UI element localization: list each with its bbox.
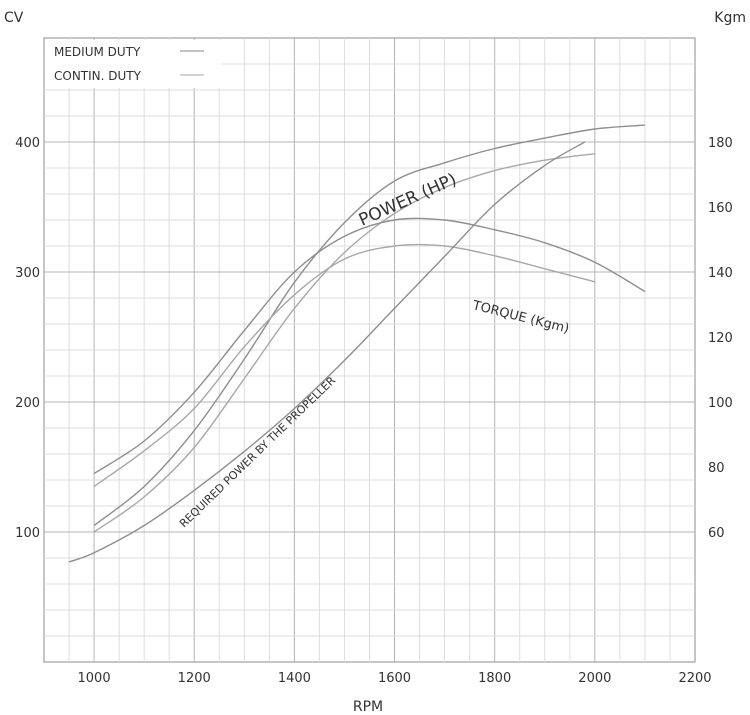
y-right-tick-label: 140 [708, 266, 733, 281]
y-right-tick-label: 60 [708, 526, 725, 541]
series-line-power-hp-contin-duty [93, 153, 595, 533]
tick-labels: 1000 1200 1400 1600 1800 2000 2200 100 200 300 400… [15, 136, 733, 686]
y-left-tick-label: 400 [15, 136, 40, 151]
x-tick-label: 1000 [78, 671, 111, 686]
series-line-power-hp-medium-duty [93, 124, 645, 527]
y-right-tick-label: 160 [708, 201, 733, 216]
x-tick-label: 2000 [578, 671, 611, 686]
y-right-tick-label: 180 [708, 136, 733, 151]
x-tick-label: 1200 [178, 671, 211, 686]
legend-label-medium-duty: MEDIUM DUTY [54, 45, 141, 59]
x-tick-label: 1600 [378, 671, 411, 686]
y-left-tick-label: 300 [15, 266, 40, 281]
legend-box [46, 40, 222, 88]
series-line-torque-kgm-contin-duty [93, 243, 595, 488]
y-right-tick-label: 100 [708, 396, 733, 411]
y-left-tick-label: 200 [15, 396, 40, 411]
grid [44, 38, 695, 662]
legend-label-contin-duty: CONTIN. DUTY [54, 69, 142, 83]
y-left-tick-label: 100 [15, 526, 40, 541]
x-tick-label: 1800 [478, 671, 511, 686]
x-tick-label: 2200 [678, 671, 711, 686]
y-right-tick-label: 120 [708, 331, 733, 346]
y-left-axis-title: CV [4, 10, 24, 26]
series-line-required-power-by-the-propeller [68, 141, 586, 563]
x-axis-title: RPM [353, 699, 383, 715]
series-line-torque-kgm-medium-duty [93, 217, 646, 475]
y-right-axis-title: Kgm [714, 10, 746, 26]
curves [68, 124, 646, 563]
y-right-tick-label: 80 [708, 461, 725, 476]
x-tick-label: 1400 [278, 671, 311, 686]
legend: MEDIUM DUTY CONTIN. DUTY [46, 40, 222, 88]
